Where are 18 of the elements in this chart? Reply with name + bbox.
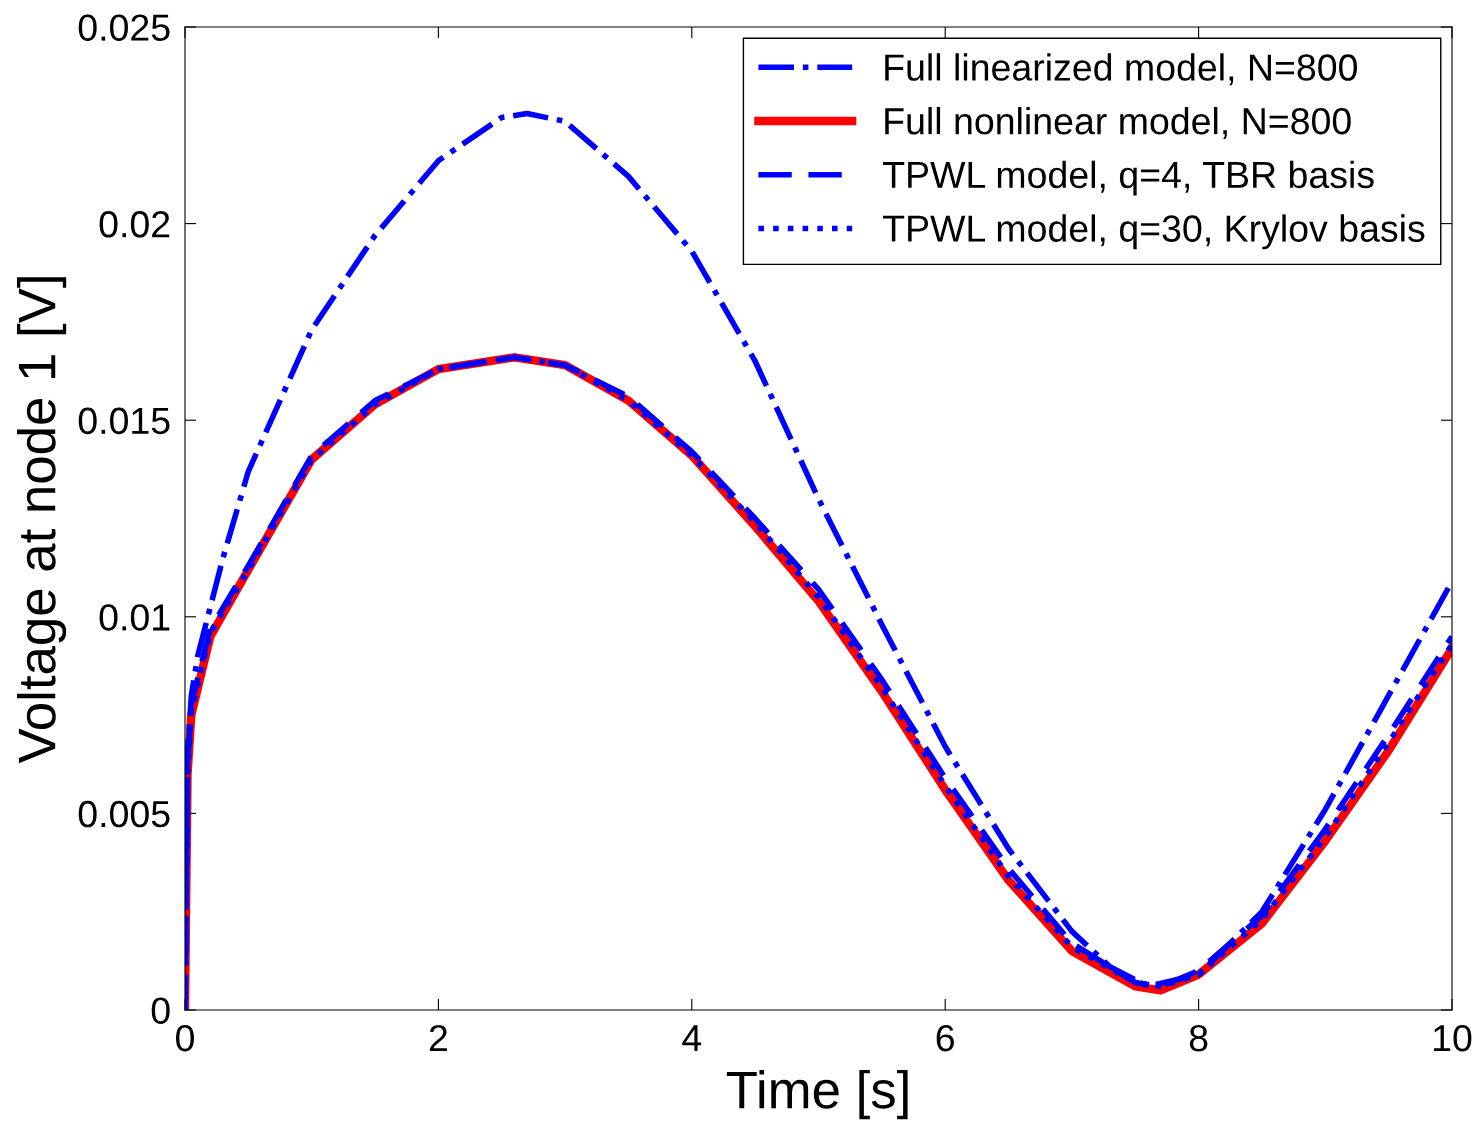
x-tick-label: 8 xyxy=(1189,1024,1208,1052)
x-axis-title: Time [s] xyxy=(726,1069,908,1120)
legend-label: TPWL model, q=4, TBR basis xyxy=(883,160,1374,196)
legend-label: Full nonlinear model, N=800 xyxy=(885,106,1351,139)
x-tick-label: 6 xyxy=(936,1024,954,1052)
y-axis-title: Voltage at node 1 [V] xyxy=(16,277,67,764)
x-tick-label: 0 xyxy=(176,1024,194,1052)
x-tick-label: 4 xyxy=(682,1025,702,1052)
y-tick-label: 0.01 xyxy=(99,604,170,631)
y-tick-label: 0.025 xyxy=(78,14,170,41)
y-tick-label: 0 xyxy=(151,997,170,1024)
legend-label: Full linearized model, N=800 xyxy=(885,53,1357,86)
x-tick-label: 10 xyxy=(1434,1024,1472,1052)
y-tick-label: 0.005 xyxy=(78,800,170,828)
y-tick-label: 0.02 xyxy=(99,211,170,238)
x-tick-label: 2 xyxy=(429,1024,447,1052)
y-tick-label: 0.015 xyxy=(78,407,170,435)
legend-label: TPWL model, q=30, Krylov basis xyxy=(883,214,1425,250)
